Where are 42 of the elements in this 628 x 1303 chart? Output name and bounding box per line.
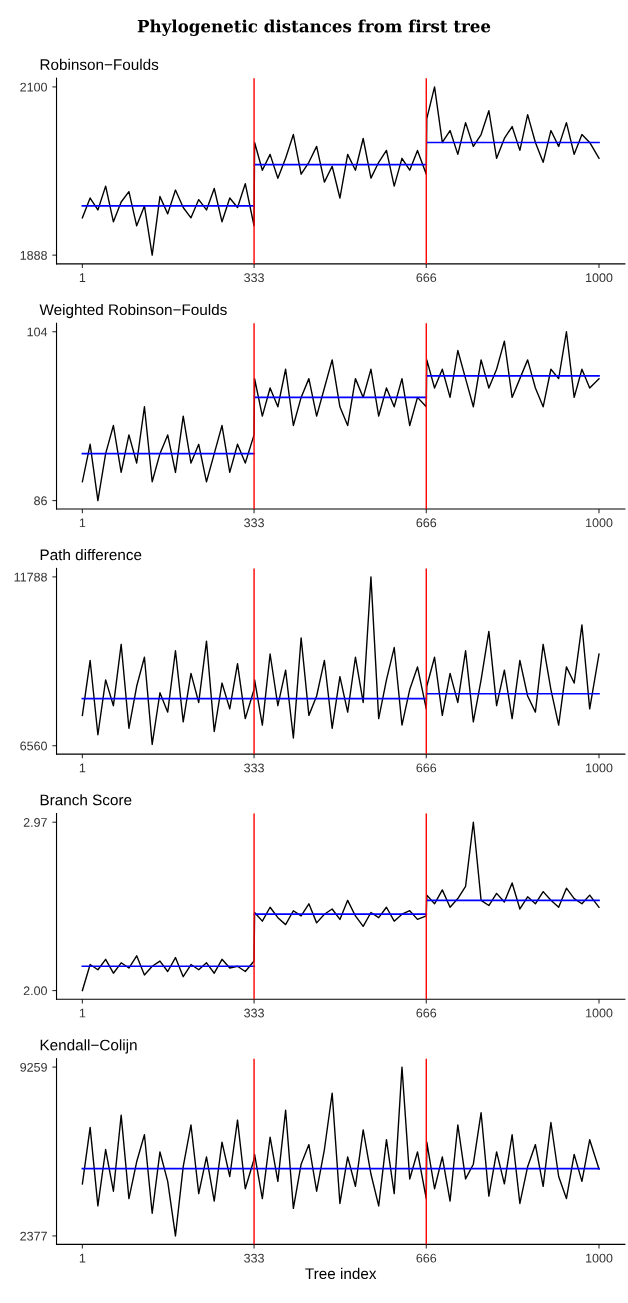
x-tick-label: 666 bbox=[416, 518, 437, 528]
y-tick-label: 6560 bbox=[20, 741, 48, 751]
y-tick-label: 2.00 bbox=[23, 986, 48, 996]
y-tick-label: 86 bbox=[34, 496, 47, 506]
x-tick-label: 333 bbox=[244, 763, 264, 773]
y-tick-label: 2377 bbox=[20, 1231, 47, 1241]
x-tick-label: 1 bbox=[79, 273, 86, 282]
line-series bbox=[81, 331, 600, 502]
x-tick-label: 1 bbox=[79, 1008, 86, 1018]
line-series bbox=[81, 821, 600, 992]
x-tick-label: 1000 bbox=[586, 518, 613, 528]
chart-subtitle: Robinson−Foulds bbox=[40, 58, 159, 70]
chart-subtitle: Kendall−Colijn bbox=[40, 1039, 137, 1054]
x-tick-label: 666 bbox=[416, 1253, 437, 1263]
x-tick-label: 666 bbox=[416, 273, 437, 283]
x-tick-label: 1000 bbox=[586, 1253, 613, 1263]
x-tick-label: 1000 bbox=[586, 273, 613, 283]
line-series bbox=[81, 1066, 600, 1237]
y-tick-label: 11788 bbox=[14, 572, 47, 582]
y-tick-label: 104 bbox=[27, 327, 48, 337]
x-tick-label: 1 bbox=[79, 1253, 86, 1263]
chart-title: Phylogenetic distances from first tree bbox=[137, 19, 491, 36]
x-tick-label: 1000 bbox=[586, 763, 613, 773]
y-tick-label: 9259 bbox=[20, 1062, 47, 1072]
chart-subtitle: Path difference bbox=[40, 549, 142, 561]
line-series bbox=[81, 86, 600, 256]
x-tick-label: 1 bbox=[79, 518, 86, 528]
x-tick-label: 333 bbox=[244, 518, 264, 528]
chart-subtitle: Branch Score bbox=[40, 794, 132, 806]
x-tick-label: 1000 bbox=[586, 1008, 613, 1018]
y-tick-label: 2.97 bbox=[23, 818, 47, 827]
y-tick-label: 2100 bbox=[20, 82, 48, 92]
chart-subtitle: Weighted Robinson−Foulds bbox=[39, 303, 227, 319]
x-tick-label: 666 bbox=[416, 763, 437, 773]
x-tick-label: 1 bbox=[79, 763, 86, 773]
line-series bbox=[81, 576, 600, 746]
x-tick-label: 666 bbox=[416, 1008, 437, 1018]
x-tick-label: 333 bbox=[244, 1253, 264, 1263]
x-axis-title: Tree index bbox=[305, 1267, 377, 1280]
x-tick-label: 333 bbox=[244, 273, 264, 283]
y-tick-label: 1888 bbox=[20, 250, 47, 260]
x-tick-label: 333 bbox=[244, 1008, 264, 1018]
